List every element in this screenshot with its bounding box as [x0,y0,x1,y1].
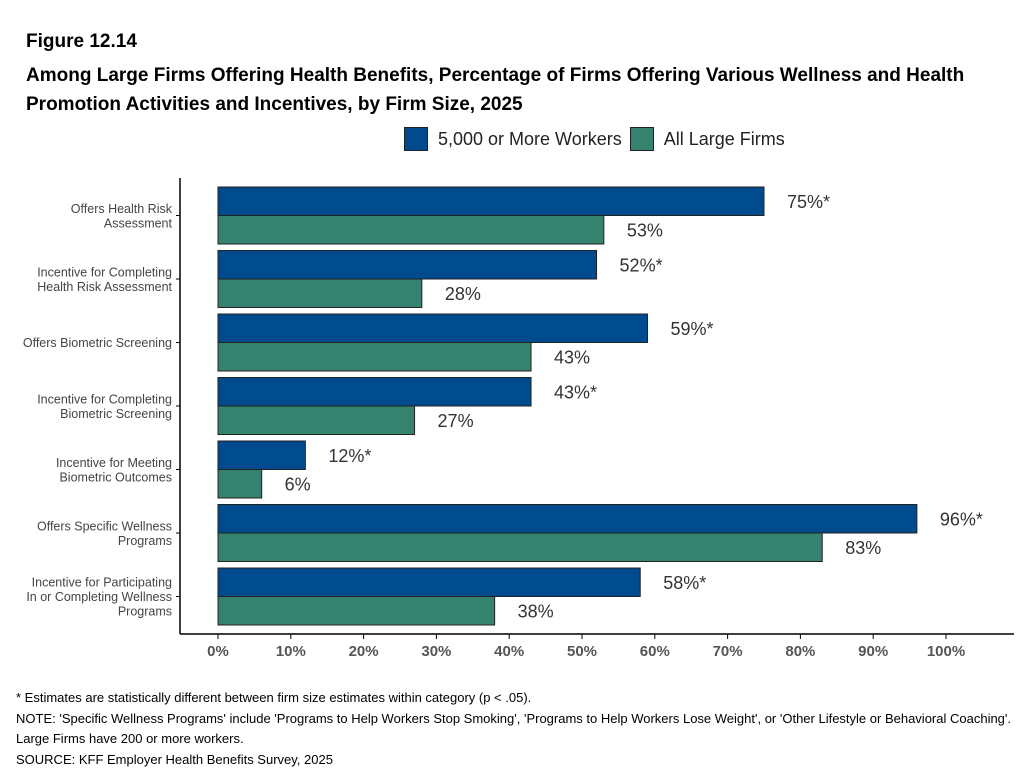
data-label-5000-workers: 43%* [554,382,597,402]
data-label-all-large-firms: 53% [627,220,663,240]
data-label-all-large-firms: 43% [554,347,590,367]
bar-all-large-firms [217,469,263,499]
note-significance: * Estimates are statistically different … [16,690,532,705]
x-tick-label: 30% [421,643,451,660]
bar-all-large-firms [217,596,496,626]
bar-5000-workers [217,440,306,470]
x-tick-label: 60% [640,643,670,660]
x-tick-label: 80% [785,643,815,660]
x-tick-label: 50% [567,643,597,660]
category-label: Incentive for Completing Health Risk Asse… [37,265,172,294]
bar-5000-workers [217,313,649,343]
category-label-line: Incentive for Completing [37,265,172,279]
data-label-all-large-firms: 83% [845,538,881,558]
legend-swatch-all-large [629,127,654,151]
category-label: Incentive for Participating In or Complet… [26,576,172,619]
x-tick-label: 10% [276,643,306,660]
bar-all-large-firms [217,215,605,245]
x-tick-label: 0% [207,643,229,660]
category-label-line: Programs [118,534,172,548]
data-label-5000-workers: 58%* [663,573,706,593]
data-label-all-large-firms: 6% [285,474,311,494]
bar-chart: 0% 10% 20% 30% 40% 50% 60% 70% 80% 90% 100% Offers … [23,178,1014,660]
bar-5000-workers [217,377,532,407]
category-label: Offers Specific Wellness Programs [37,519,172,548]
category-label-line: Offers Health Risk [71,202,173,216]
data-label-5000-workers: 75%* [787,192,830,212]
category-label-line: Health Risk Assessment [37,280,172,294]
bar-all-large-firms [217,405,416,435]
notes: * Estimates are statistically different … [16,688,1016,770]
category-label-line: Offers Biometric Screening [23,336,172,350]
legend-item-all-large: All Large Firms [629,127,793,151]
data-label-5000-workers: 52%* [620,255,663,275]
category-label-line: Biometric Outcomes [59,470,172,484]
category-label-line: In or Completing Wellness [26,590,172,604]
category-label-line: Incentive for Meeting [56,456,172,470]
category-label-line: Incentive for Participating [32,576,172,590]
bar-5000-workers [217,504,918,534]
category-label: Offers Biometric Screening [23,336,172,350]
bar-5000-workers [217,567,641,597]
legend: 5,000 or More Workers All Large Firms [404,127,793,151]
legend-label-all-large: All Large Firms [663,128,785,149]
note-source: SOURCE: KFF Employer Health Benefits Sur… [16,751,333,767]
category-label-line: Offers Specific Wellness [37,519,172,533]
data-label-5000-workers: 96%* [940,509,983,529]
x-tick-label: 20% [349,643,379,660]
category-label-line: Incentive for Completing [37,392,172,406]
chart-title: Among Large Firms Offering Health Benefi… [26,65,965,115]
category-label-line: Assessment [104,216,173,230]
x-tick-label: 100% [927,643,965,660]
data-label-all-large-firms: 27% [438,411,474,431]
x-tick-label: 40% [494,643,524,660]
figure-number: Figure 12.14 [26,31,137,52]
note-definitions: NOTE: 'Specific Wellness Programs' inclu… [16,710,1012,747]
legend-label-5000: 5,000 or More Workers [438,128,622,149]
x-tick-label: 90% [858,643,888,660]
category-label-line: Programs [118,605,172,619]
bar-all-large-firms [217,278,423,308]
data-label-all-large-firms: 38% [518,601,554,621]
category-label-line: Biometric Screening [60,407,172,421]
data-label-all-large-firms: 28% [445,284,481,304]
bar-all-large-firms [217,342,532,372]
data-label-5000-workers: 59%* [671,319,714,339]
bar-5000-workers [217,186,765,216]
x-tick-label: 70% [713,643,743,660]
category-label: Offers Health Risk Assessment [71,202,173,231]
category-label: Incentive for Meeting Biometric Outcomes [56,456,172,485]
bar-all-large-firms [217,532,823,562]
legend-swatch-5000 [404,127,428,151]
bar-5000-workers [217,250,598,280]
legend-item-5000: 5,000 or More Workers [404,127,630,151]
data-label-5000-workers: 12%* [328,446,371,466]
category-label: Incentive for Completing Biometric Screen… [37,392,172,421]
